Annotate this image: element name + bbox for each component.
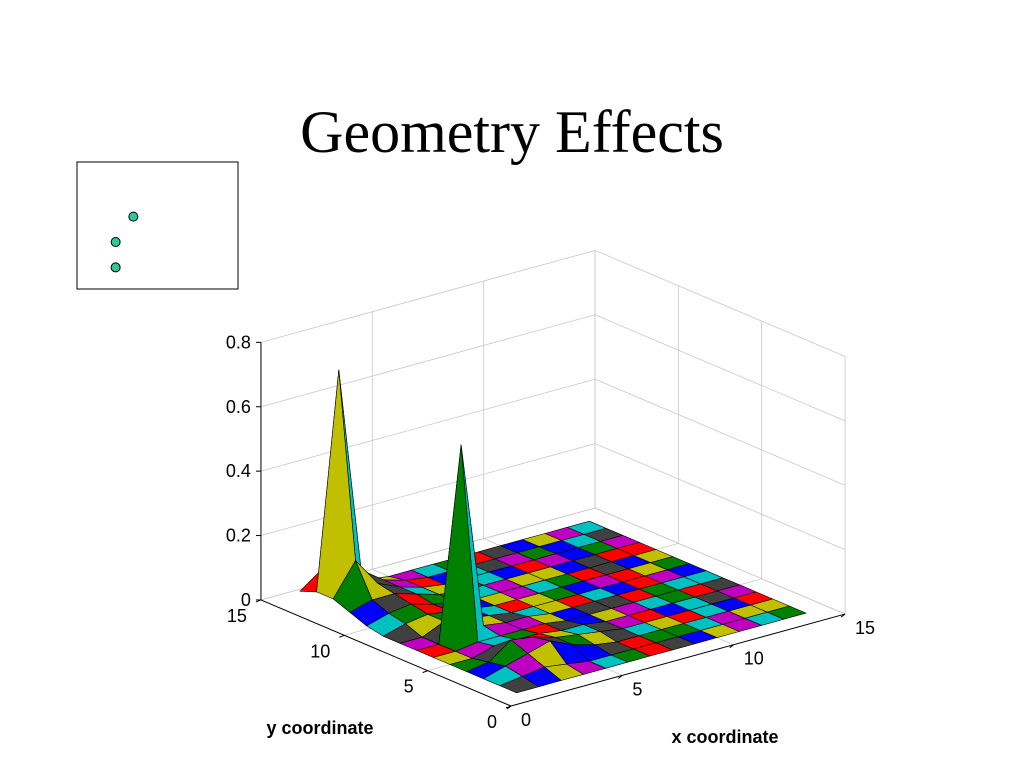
z-tick-label: 0.4 xyxy=(226,461,251,481)
grid-line xyxy=(594,507,846,615)
z-tick-label: 0 xyxy=(241,590,251,610)
inset-point xyxy=(128,211,139,222)
y-tick-label: 10 xyxy=(310,641,330,661)
grid-line xyxy=(594,250,846,357)
x-tick-label: 10 xyxy=(744,649,764,669)
grid-line xyxy=(594,378,846,486)
z-tick-label: 0.2 xyxy=(226,526,251,546)
inset-frame xyxy=(76,161,239,290)
y-tick-mark xyxy=(339,634,345,638)
grid-line xyxy=(594,314,846,422)
y-tick-label: 0 xyxy=(487,712,497,732)
inset-point xyxy=(110,237,121,248)
slide-title: Geometry Effects xyxy=(300,99,724,165)
z-tick-label: 0.8 xyxy=(226,332,251,352)
surface-mesh xyxy=(299,369,807,694)
grid-line xyxy=(260,250,596,343)
grid-line xyxy=(260,314,596,408)
axis-labels: x coordinate y coordinate xyxy=(266,718,778,747)
x-tick-label: 0 xyxy=(521,710,531,730)
y-tick-label: 15 xyxy=(227,606,247,626)
x-tick-label: 15 xyxy=(855,618,875,638)
x-tick-mark xyxy=(840,613,846,618)
y-tick-label: 5 xyxy=(404,677,414,697)
z-tick-label: 0.6 xyxy=(226,397,251,417)
y-axis-line xyxy=(260,599,512,707)
x-tick-mark xyxy=(729,644,735,649)
grid-line xyxy=(260,378,596,472)
grid-line xyxy=(260,443,596,536)
x-tick-label: 5 xyxy=(632,679,642,699)
y-tick-mark xyxy=(422,670,428,674)
y-tick-mark xyxy=(505,705,512,709)
y-axis-label: y coordinate xyxy=(266,718,373,738)
surface-face xyxy=(499,676,540,694)
x-axis-label: x coordinate xyxy=(671,727,778,747)
inset-diagram xyxy=(76,161,239,290)
grid-line xyxy=(594,443,846,551)
inset-point xyxy=(110,262,121,273)
x-tick-mark xyxy=(618,674,623,679)
x-axis-line xyxy=(510,613,846,707)
